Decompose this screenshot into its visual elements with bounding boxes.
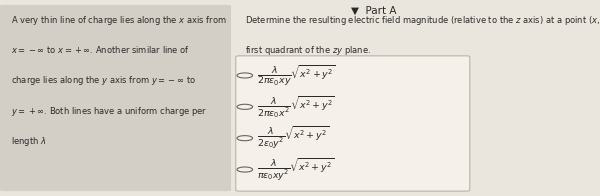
Text: $y=+\infty$. Both lines have a uniform charge per: $y=+\infty$. Both lines have a uniform c… bbox=[11, 105, 207, 118]
Text: length $\lambda$: length $\lambda$ bbox=[11, 135, 46, 148]
Text: A very thin line of charge lies along the $x$ axis from: A very thin line of charge lies along th… bbox=[11, 14, 227, 27]
Text: $\dfrac{\lambda}{2\varepsilon_0 y^2}\sqrt{x^2+y^2}$: $\dfrac{\lambda}{2\varepsilon_0 y^2}\sqr… bbox=[257, 125, 329, 151]
FancyBboxPatch shape bbox=[0, 5, 231, 191]
Text: first quadrant of the $zy$ plane.: first quadrant of the $zy$ plane. bbox=[245, 44, 371, 57]
Text: $\dfrac{\lambda}{\pi\varepsilon_0 xy^2}\sqrt{x^2+y^2}$: $\dfrac{\lambda}{\pi\varepsilon_0 xy^2}\… bbox=[257, 156, 334, 183]
Text: charge lies along the $y$ axis from $y=-\infty$ to: charge lies along the $y$ axis from $y=-… bbox=[11, 74, 196, 87]
Text: $\dfrac{\lambda}{2\pi\varepsilon_0 xy}\sqrt{x^2+y^2}$: $\dfrac{\lambda}{2\pi\varepsilon_0 xy}\s… bbox=[257, 63, 335, 88]
Text: Determine the resulting electric field magnitude (relative to the $z$ axis) at a: Determine the resulting electric field m… bbox=[245, 14, 600, 27]
FancyBboxPatch shape bbox=[236, 56, 470, 191]
Text: ▼  Part A: ▼ Part A bbox=[351, 6, 397, 16]
Text: $\dfrac{\lambda}{2\pi\varepsilon_0 x^2}\sqrt{x^2+y^2}$: $\dfrac{\lambda}{2\pi\varepsilon_0 x^2}\… bbox=[257, 94, 335, 120]
Text: $x=-\infty$ to $x=+\infty$. Another similar line of: $x=-\infty$ to $x=+\infty$. Another simi… bbox=[11, 44, 190, 55]
